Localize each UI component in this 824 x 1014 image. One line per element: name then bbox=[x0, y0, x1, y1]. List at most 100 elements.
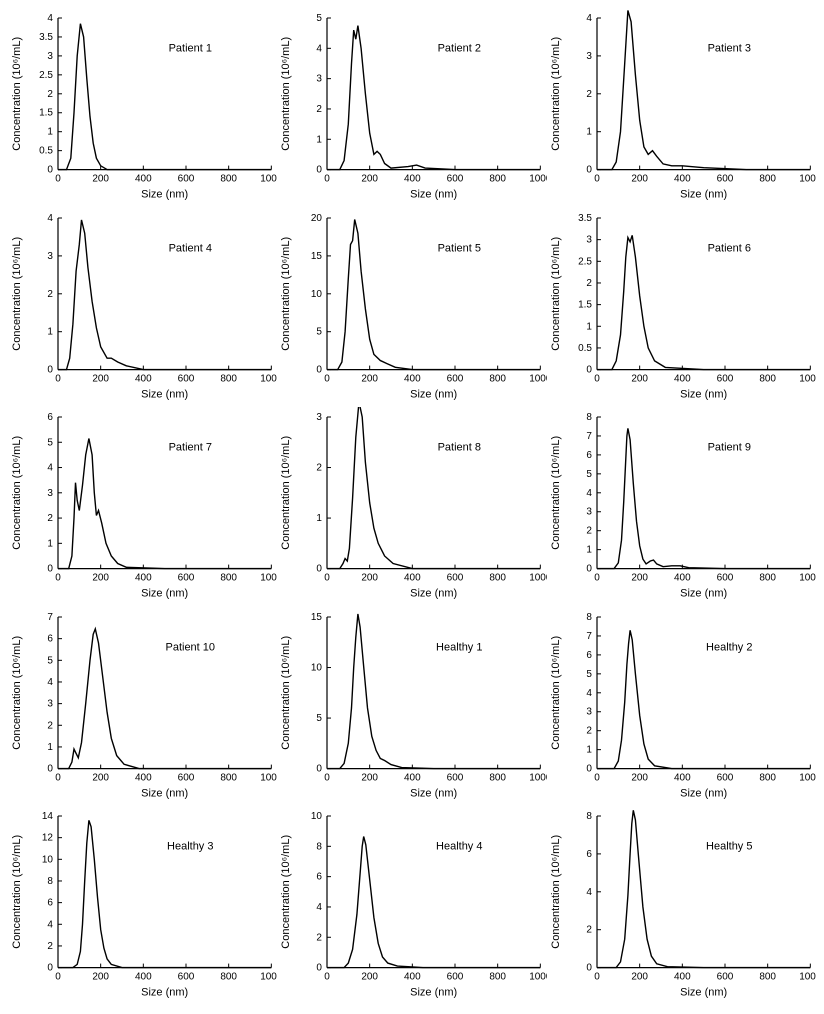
panel-title: Patient 7 bbox=[169, 442, 212, 454]
y-tick-label: 0 bbox=[47, 165, 53, 176]
data-curve bbox=[327, 837, 540, 968]
x-axis-label: Size (nm) bbox=[141, 588, 188, 600]
data-curve bbox=[597, 235, 810, 369]
x-tick-label: 0 bbox=[594, 174, 600, 185]
y-tick-label: 2 bbox=[586, 925, 592, 936]
x-tick-label: 1000 bbox=[799, 972, 816, 983]
x-tick-label: 800 bbox=[759, 174, 776, 185]
x-tick-label: 800 bbox=[759, 772, 776, 783]
x-tick-label: 0 bbox=[325, 772, 331, 783]
x-tick-label: 800 bbox=[490, 174, 507, 185]
panel-title: Healthy 3 bbox=[167, 841, 213, 853]
y-axis-label: Concentration (10⁶/mL) bbox=[11, 835, 23, 949]
y-axis-label: Concentration (10⁶/mL) bbox=[280, 436, 292, 550]
panel-title: Patient 9 bbox=[707, 442, 750, 454]
x-tick-label: 0 bbox=[594, 373, 600, 384]
x-tick-label: 600 bbox=[178, 174, 195, 185]
y-tick-label: 3 bbox=[317, 74, 323, 85]
y-tick-label: 5 bbox=[47, 437, 53, 448]
x-tick-label: 1000 bbox=[799, 373, 816, 384]
x-tick-label: 600 bbox=[178, 972, 195, 983]
y-tick-label: 0 bbox=[586, 564, 592, 575]
y-tick-label: 2 bbox=[317, 104, 323, 115]
x-tick-label: 400 bbox=[404, 972, 421, 983]
x-tick-label: 200 bbox=[631, 174, 648, 185]
x-tick-label: 1000 bbox=[530, 972, 547, 983]
x-tick-label: 200 bbox=[362, 772, 379, 783]
y-tick-label: 4 bbox=[586, 13, 592, 24]
x-tick-label: 800 bbox=[490, 573, 507, 584]
y-tick-label: 2.5 bbox=[578, 256, 592, 267]
y-tick-label: 2 bbox=[586, 526, 592, 537]
x-tick-label: 0 bbox=[325, 972, 331, 983]
panel-title: Patient 2 bbox=[438, 42, 481, 54]
x-tick-label: 1000 bbox=[799, 573, 816, 584]
y-axis-label: Concentration (10⁶/mL) bbox=[280, 37, 292, 151]
y-tick-label: 2 bbox=[47, 513, 53, 524]
x-tick-label: 600 bbox=[178, 772, 195, 783]
y-tick-label: 3 bbox=[47, 698, 53, 709]
x-tick-label: 1000 bbox=[260, 972, 277, 983]
y-tick-label: 6 bbox=[586, 450, 592, 461]
x-tick-label: 400 bbox=[674, 972, 691, 983]
x-tick-label: 800 bbox=[759, 573, 776, 584]
chart-panel: 0200400600800100000.511.522.533.5Size (n… bbox=[547, 208, 816, 408]
x-tick-label: 800 bbox=[490, 373, 507, 384]
chart-panel: 020040060080010000246810Size (nm)Concent… bbox=[277, 806, 546, 1006]
y-tick-label: 3 bbox=[586, 707, 592, 718]
y-tick-label: 3 bbox=[586, 51, 592, 62]
y-tick-label: 10 bbox=[311, 811, 323, 822]
x-axis-label: Size (nm) bbox=[410, 189, 457, 201]
chart-panel: 0200400600800100002468Size (nm)Concentra… bbox=[547, 806, 816, 1006]
x-tick-label: 800 bbox=[220, 573, 237, 584]
x-tick-label: 800 bbox=[759, 373, 776, 384]
y-tick-label: 5 bbox=[317, 326, 323, 337]
x-tick-label: 200 bbox=[92, 972, 109, 983]
x-tick-label: 0 bbox=[594, 972, 600, 983]
y-tick-label: 6 bbox=[317, 872, 323, 883]
panel-title: Patient 8 bbox=[438, 442, 481, 454]
y-tick-label: 4 bbox=[47, 213, 53, 224]
x-tick-label: 400 bbox=[674, 174, 691, 185]
x-tick-label: 1000 bbox=[530, 772, 547, 783]
x-tick-label: 0 bbox=[55, 972, 61, 983]
y-tick-label: 0 bbox=[317, 963, 323, 974]
y-axis-label: Concentration (10⁶/mL) bbox=[550, 236, 562, 350]
x-tick-label: 400 bbox=[674, 772, 691, 783]
data-curve bbox=[597, 429, 810, 569]
y-tick-label: 5 bbox=[317, 713, 323, 724]
x-tick-label: 800 bbox=[490, 772, 507, 783]
y-axis-label: Concentration (10⁶/mL) bbox=[550, 636, 562, 750]
y-tick-label: 4 bbox=[586, 688, 592, 699]
x-axis-label: Size (nm) bbox=[680, 588, 727, 600]
y-tick-label: 8 bbox=[586, 612, 592, 623]
y-tick-label: 2 bbox=[47, 941, 53, 952]
y-tick-label: 3 bbox=[586, 507, 592, 518]
y-tick-label: 15 bbox=[311, 250, 323, 261]
data-curve bbox=[327, 219, 540, 369]
y-tick-label: 1 bbox=[317, 513, 323, 524]
x-axis-label: Size (nm) bbox=[680, 189, 727, 201]
x-tick-label: 400 bbox=[674, 373, 691, 384]
x-tick-label: 400 bbox=[404, 174, 421, 185]
y-tick-label: 2 bbox=[586, 89, 592, 100]
x-tick-label: 0 bbox=[325, 573, 331, 584]
x-tick-label: 400 bbox=[135, 772, 152, 783]
y-tick-label: 4 bbox=[317, 902, 323, 913]
y-tick-label: 0 bbox=[586, 364, 592, 375]
x-tick-label: 400 bbox=[135, 174, 152, 185]
chart-panel: 02004006008001000012345678Size (nm)Conce… bbox=[547, 607, 816, 807]
y-tick-label: 1 bbox=[586, 744, 592, 755]
x-tick-label: 400 bbox=[404, 772, 421, 783]
x-tick-label: 400 bbox=[404, 373, 421, 384]
x-tick-label: 600 bbox=[716, 972, 733, 983]
x-axis-label: Size (nm) bbox=[141, 189, 188, 201]
chart-panel: 02004006008001000012345678Size (nm)Conce… bbox=[547, 407, 816, 607]
x-tick-label: 200 bbox=[362, 573, 379, 584]
x-tick-label: 0 bbox=[325, 174, 331, 185]
y-tick-label: 5 bbox=[586, 669, 592, 680]
y-axis-label: Concentration (10⁶/mL) bbox=[280, 835, 292, 949]
x-tick-label: 0 bbox=[325, 373, 331, 384]
y-tick-label: 0 bbox=[317, 763, 323, 774]
x-tick-label: 1000 bbox=[530, 174, 547, 185]
